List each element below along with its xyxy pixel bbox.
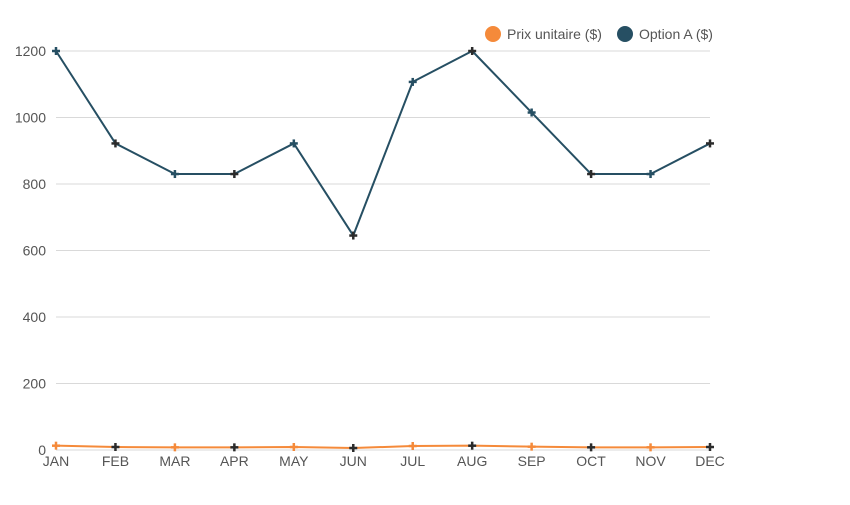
y-tick-label: 400 [23, 309, 47, 325]
legend-label: Option A ($) [639, 26, 713, 42]
legend-item[interactable]: Option A ($) [617, 26, 713, 42]
data-point[interactable] [646, 443, 655, 452]
x-tick-label: OCT [576, 453, 606, 469]
data-point[interactable] [468, 47, 477, 55]
x-tick-label: FEB [102, 453, 129, 469]
data-point[interactable] [170, 443, 179, 452]
series-2 [52, 47, 714, 240]
series-line [55, 50, 711, 237]
x-tick-label: DEC [695, 453, 725, 469]
data-point[interactable] [289, 139, 298, 148]
data-point[interactable] [408, 77, 417, 86]
x-tick-label: APR [220, 453, 249, 469]
grid [56, 50, 710, 451]
data-point[interactable] [527, 108, 536, 117]
series-1 [52, 441, 714, 453]
data-point[interactable] [52, 441, 60, 450]
legend-swatch [485, 26, 501, 42]
x-tick-label: MAR [159, 453, 190, 469]
series-line [55, 444, 711, 450]
x-tick-label: JUL [400, 453, 425, 469]
data-point[interactable] [468, 441, 477, 450]
y-tick-label: 1200 [15, 43, 46, 59]
data-point[interactable] [230, 443, 239, 452]
data-point[interactable] [289, 443, 298, 452]
y-tick-label: 1000 [15, 110, 46, 126]
data-point[interactable] [170, 170, 179, 179]
data-point[interactable] [527, 442, 536, 451]
legend[interactable]: Prix unitaire ($) Option A ($) [485, 26, 713, 42]
data-point[interactable] [587, 170, 596, 179]
data-point[interactable] [408, 442, 417, 451]
legend-swatch [617, 26, 633, 42]
data-point[interactable] [706, 139, 714, 148]
data-point[interactable] [111, 443, 120, 452]
x-tick-label: JUN [340, 453, 367, 469]
data-point[interactable] [587, 443, 596, 452]
data-point[interactable] [706, 443, 714, 452]
axes: 0 200 400 600 800 1000 1200 JAN FEB MAR APR MAY JUN J… [15, 43, 725, 469]
x-tick-label: JAN [43, 453, 69, 469]
data-point[interactable] [111, 139, 120, 148]
legend-item[interactable]: Prix unitaire ($) [485, 26, 602, 42]
data-point[interactable] [52, 47, 60, 55]
y-tick-label: 800 [23, 176, 47, 192]
y-tick-label: 200 [23, 376, 47, 392]
x-tick-label: MAY [279, 453, 309, 469]
y-tick-label: 0 [38, 442, 46, 458]
data-point[interactable] [230, 170, 239, 179]
data-point[interactable] [349, 231, 358, 240]
data-point[interactable] [646, 170, 655, 179]
legend-label: Prix unitaire ($) [507, 26, 602, 42]
x-tick-label: NOV [635, 453, 666, 469]
x-tick-label: SEP [518, 453, 546, 469]
series [52, 47, 714, 453]
y-tick-label: 600 [23, 243, 47, 259]
x-tick-label: AUG [457, 453, 487, 469]
data-point[interactable] [349, 444, 358, 453]
